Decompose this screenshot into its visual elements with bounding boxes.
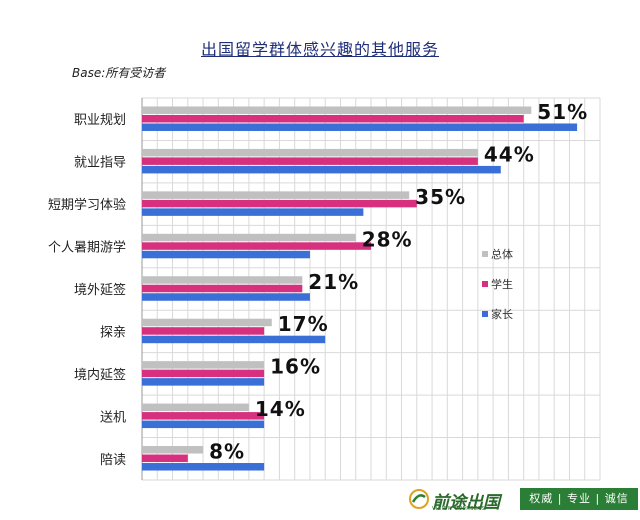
bar-家长-境外延签: [142, 293, 310, 301]
brand-footer: 前途出国 VISION OVERSEAS 权威 | 专业 | 诚信: [404, 486, 640, 514]
bar-家长-职业规划: [142, 123, 578, 131]
category-label: 境内延签: [74, 367, 126, 383]
bar-家长-短期学习体验: [142, 208, 364, 216]
data-label: 35%: [415, 185, 466, 209]
legend-label: 总体: [491, 247, 513, 261]
data-label: 17%: [278, 312, 329, 336]
brand-slogan: 权威 | 专业 | 诚信: [520, 488, 638, 510]
category-label: 个人暑期游学: [48, 240, 126, 256]
bar-总体-就业指导: [142, 148, 478, 157]
bar-总体-探亲: [142, 318, 272, 327]
bar-学生-就业指导: [142, 157, 478, 165]
brand-name: 前途出国: [432, 493, 500, 513]
bar-总体-境内延签: [142, 361, 265, 369]
bar-总体-陪读: [142, 446, 204, 454]
bar-总体-境外延签: [142, 276, 303, 284]
legend-swatch-学生: [482, 281, 488, 287]
bar-总体-职业规划: [142, 106, 532, 114]
base-note: Base:所有受访者: [72, 66, 166, 80]
data-label: 51%: [537, 100, 588, 124]
bar-学生-个人暑期游学: [142, 242, 371, 250]
brand-subtitle: VISION OVERSEAS: [432, 506, 486, 512]
data-label: 44%: [484, 142, 535, 166]
data-label: 28%: [362, 227, 413, 251]
category-label: 送机: [100, 410, 126, 425]
bar-家长-境内延签: [142, 378, 265, 386]
bar-家长-就业指导: [142, 165, 501, 174]
legend-swatch-总体: [482, 251, 488, 257]
data-label: 16%: [270, 355, 321, 379]
legend-swatch-家长: [482, 311, 488, 317]
bar-学生-探亲: [142, 327, 265, 335]
data-label: 21%: [308, 270, 359, 294]
legend-label: 家长: [491, 307, 513, 321]
bar-学生-短期学习体验: [142, 199, 417, 208]
bar-家长-个人暑期游学: [142, 250, 310, 259]
bar-总体-个人暑期游学: [142, 233, 356, 242]
bar-家长-陪读: [142, 463, 265, 471]
data-label: 14%: [255, 397, 306, 421]
category-label: 探亲: [100, 325, 126, 340]
category-label: 短期学习体验: [48, 197, 126, 213]
legend-label: 学生: [491, 277, 513, 291]
bar-学生-境外延签: [142, 284, 303, 293]
bar-总体-送机: [142, 403, 249, 412]
bar-学生-境内延签: [142, 369, 265, 378]
bar-家长-探亲: [142, 335, 326, 344]
bar-家长-送机: [142, 420, 265, 429]
bar-学生-职业规划: [142, 114, 524, 123]
category-label: 职业规划: [74, 113, 126, 128]
vision-overseas-logo-icon: [409, 489, 429, 509]
category-label: 陪读: [100, 453, 126, 468]
bar-学生-送机: [142, 412, 265, 420]
bar-总体-短期学习体验: [142, 191, 410, 199]
chart-title: 出国留学群体感兴趣的其他服务: [200, 40, 439, 59]
category-label: 就业指导: [74, 156, 126, 171]
data-label: 8%: [209, 440, 245, 464]
bar-学生-陪读: [142, 454, 188, 463]
category-label: 境外延签: [74, 282, 126, 298]
